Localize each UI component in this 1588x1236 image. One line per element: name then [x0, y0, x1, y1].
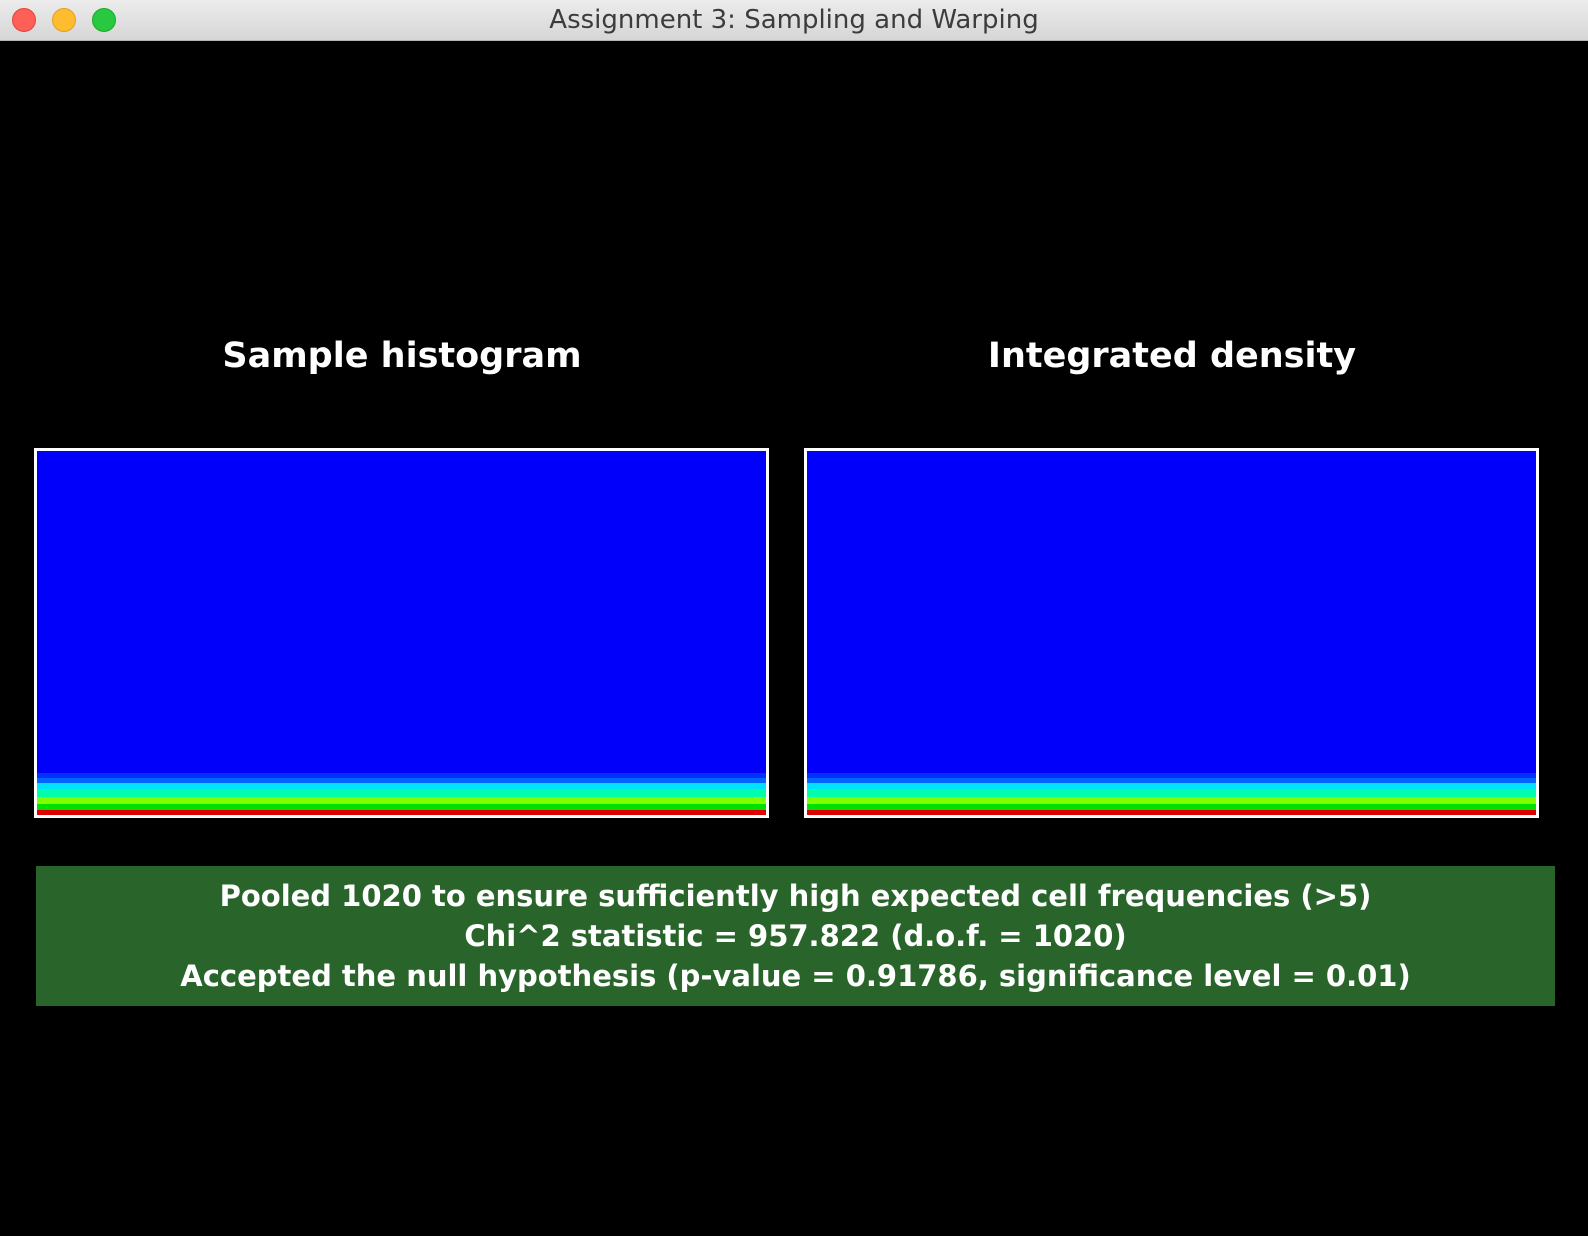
- density-color-bands: [807, 773, 1536, 815]
- color-band: [807, 810, 1536, 815]
- color-band: [807, 778, 1536, 783]
- chi-square-result-panel: Pooled 1020 to ensure sufficiently high …: [36, 866, 1555, 1006]
- chi-square-statistic: Chi^2 statistic = 957.822 (d.o.f. = 1020…: [464, 919, 1127, 953]
- sample-histogram-title: Sample histogram: [222, 336, 582, 376]
- close-window-button[interactable]: [12, 8, 36, 32]
- color-band: [37, 778, 766, 783]
- zoom-window-button[interactable]: [92, 8, 116, 32]
- color-band: [37, 773, 766, 778]
- color-band: [807, 783, 1536, 789]
- color-band: [807, 773, 1536, 778]
- color-band: [37, 789, 766, 797]
- minimize-window-button[interactable]: [52, 8, 76, 32]
- integrated-density-title: Integrated density: [987, 336, 1357, 376]
- title-bar[interactable]: Assignment 3: Sampling and Warping: [0, 0, 1588, 41]
- color-band: [807, 797, 1536, 804]
- color-band: [37, 783, 766, 789]
- color-band: [37, 797, 766, 804]
- histogram-color-bands: [37, 773, 766, 815]
- sample-histogram-plot: [34, 448, 769, 818]
- color-band: [37, 810, 766, 815]
- hypothesis-result: Accepted the null hypothesis (p-value = …: [180, 959, 1411, 993]
- color-band: [807, 804, 1536, 810]
- integrated-density-plot: [804, 448, 1539, 818]
- color-band: [37, 804, 766, 810]
- window-title: Assignment 3: Sampling and Warping: [549, 5, 1039, 35]
- pooling-message: Pooled 1020 to ensure sufficiently high …: [219, 879, 1372, 913]
- color-band: [807, 789, 1536, 797]
